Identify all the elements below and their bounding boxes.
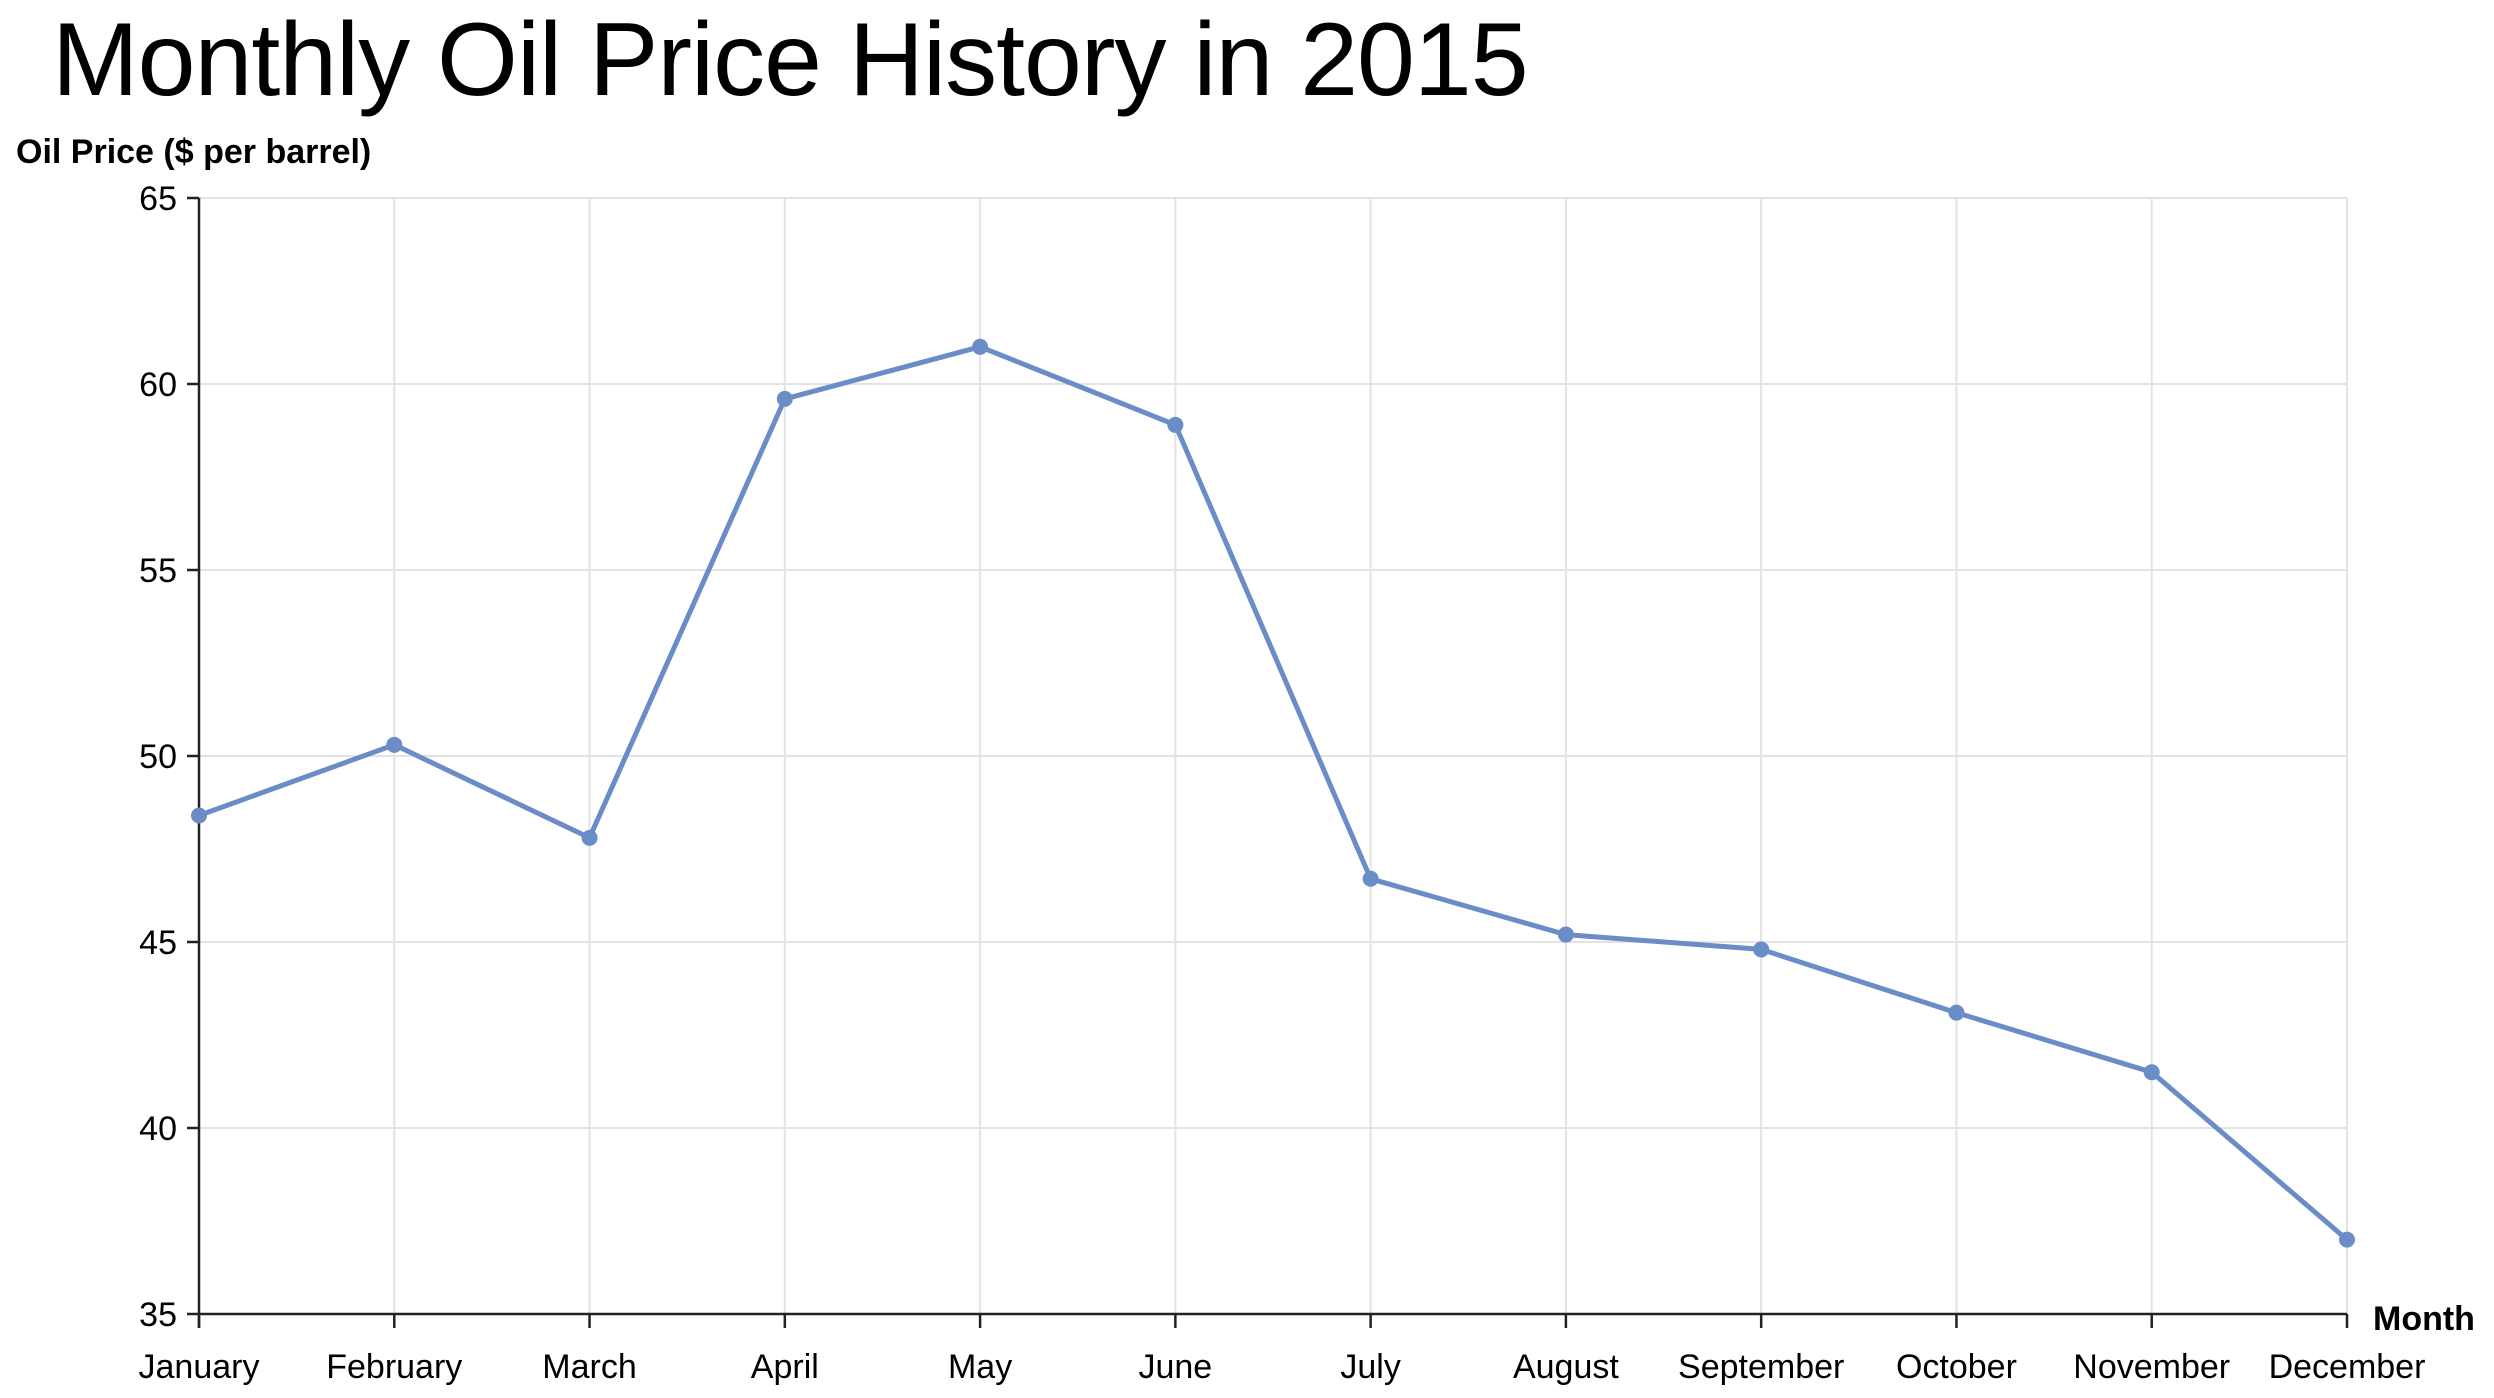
x-tick-label: October — [1896, 1348, 2017, 1386]
x-axis-label: Month — [2373, 1300, 2475, 1338]
y-tick-label: 65 — [139, 180, 177, 218]
x-tick-label: April — [751, 1348, 819, 1386]
data-point-february[interactable] — [386, 736, 403, 753]
data-point-october[interactable] — [1948, 1004, 1965, 1021]
data-point-april[interactable] — [776, 390, 793, 407]
data-point-march[interactable] — [581, 829, 598, 846]
y-tick-label: 60 — [139, 366, 177, 404]
x-tick-label: November — [2073, 1348, 2230, 1386]
data-point-july[interactable] — [1362, 870, 1379, 887]
x-tick-label: May — [948, 1348, 1012, 1386]
grid — [198, 197, 2348, 1315]
x-tick-label: August — [1513, 1348, 1619, 1386]
x-tick-label: January — [139, 1348, 260, 1386]
data-point-august[interactable] — [1557, 926, 1574, 943]
y-tick-label: 35 — [139, 1296, 177, 1334]
data-point-january[interactable] — [191, 807, 207, 824]
data-point-june[interactable] — [1167, 416, 1184, 433]
chart-title: Monthly Oil Price History in 2015 — [52, 2, 1529, 118]
x-tick-label: December — [2269, 1348, 2426, 1386]
y-tick-label: 55 — [139, 552, 177, 590]
y-axis-label: Oil Price ($ per barrel) — [16, 133, 372, 171]
data-point-december[interactable] — [2339, 1231, 2355, 1248]
data-point-september[interactable] — [1753, 941, 1770, 958]
x-tick-label: June — [1138, 1348, 1212, 1386]
axes — [187, 196, 2349, 1328]
data-point-november[interactable] — [2143, 1064, 2160, 1081]
x-tick-label: March — [542, 1348, 636, 1386]
data-point-may[interactable] — [972, 338, 989, 355]
x-tick-label: September — [1678, 1348, 1844, 1386]
y-tick-label: 45 — [139, 924, 177, 962]
tick-labels: 35 40 45 50 55 60 65 January February March April M… — [139, 180, 2475, 1386]
y-tick-label: 50 — [139, 738, 177, 776]
series-layer — [191, 338, 2355, 1248]
series-line — [196, 344, 2350, 1243]
x-tick-label: February — [326, 1348, 462, 1386]
y-tick-label: 40 — [139, 1110, 177, 1148]
x-tick-label: July — [1340, 1348, 1400, 1386]
